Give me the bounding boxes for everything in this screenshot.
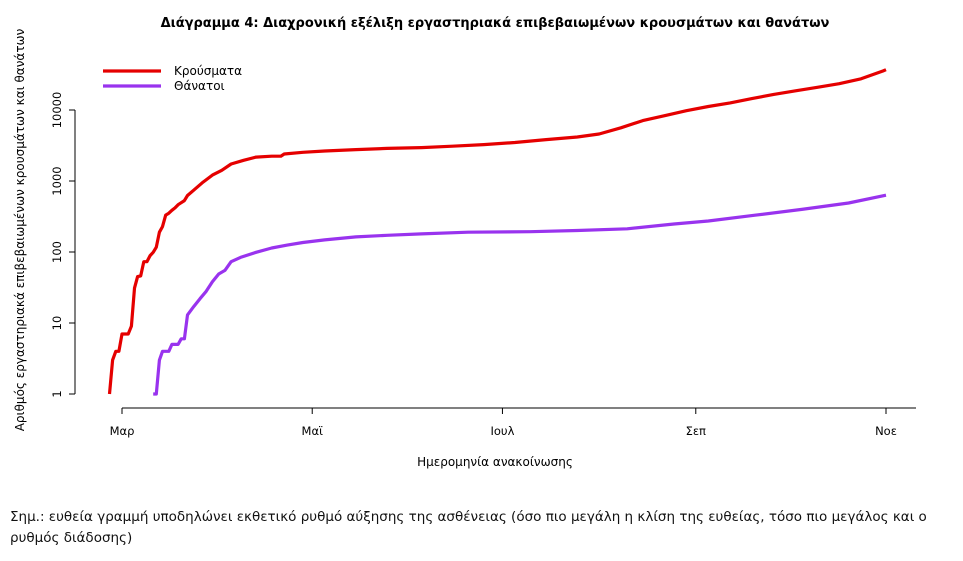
chart: Διάγραμμα 4: Διαχρονική εξέλιξη εργαστηρ… bbox=[13, 16, 916, 469]
y-tick-label: 10 bbox=[50, 316, 64, 331]
y-tick-label: 1000 bbox=[50, 166, 64, 195]
x-tick-label: Νοε bbox=[875, 424, 897, 438]
series-layer bbox=[107, 68, 887, 396]
axes: Μαρ Μαϊ Ιουλ Σεπ Νοε 1 10 100 1000 10000 bbox=[50, 92, 916, 438]
legend-label: Κρούσματα bbox=[174, 64, 242, 78]
chart-title: Διάγραμμα 4: Διαχρονική εξέλιξη εργαστηρ… bbox=[161, 16, 830, 31]
series-line-deaths bbox=[153, 193, 887, 396]
y-tick-label: 1 bbox=[50, 390, 64, 397]
series-line-cases bbox=[107, 68, 887, 395]
x-tick-label: Σεπ bbox=[686, 424, 706, 438]
y-tick-label: 100 bbox=[50, 241, 64, 263]
x-axis-label: Ημερομηνία ανακοίνωσης bbox=[417, 455, 573, 469]
y-tick-label: 10000 bbox=[50, 92, 64, 129]
x-tick-label: Μαρ bbox=[110, 424, 135, 438]
footnote: Σημ.: ευθεία γραμμή υποδηλώνει εκθετικό … bbox=[10, 509, 927, 546]
legend-label: Θάνατοι bbox=[174, 79, 225, 93]
x-tick-label: Μαϊ bbox=[302, 424, 324, 438]
y-axis-label: Αριθμός εργαστηριακά επιβεβαιωμένων κρου… bbox=[13, 28, 27, 431]
x-tick-label: Ιουλ bbox=[490, 424, 514, 438]
